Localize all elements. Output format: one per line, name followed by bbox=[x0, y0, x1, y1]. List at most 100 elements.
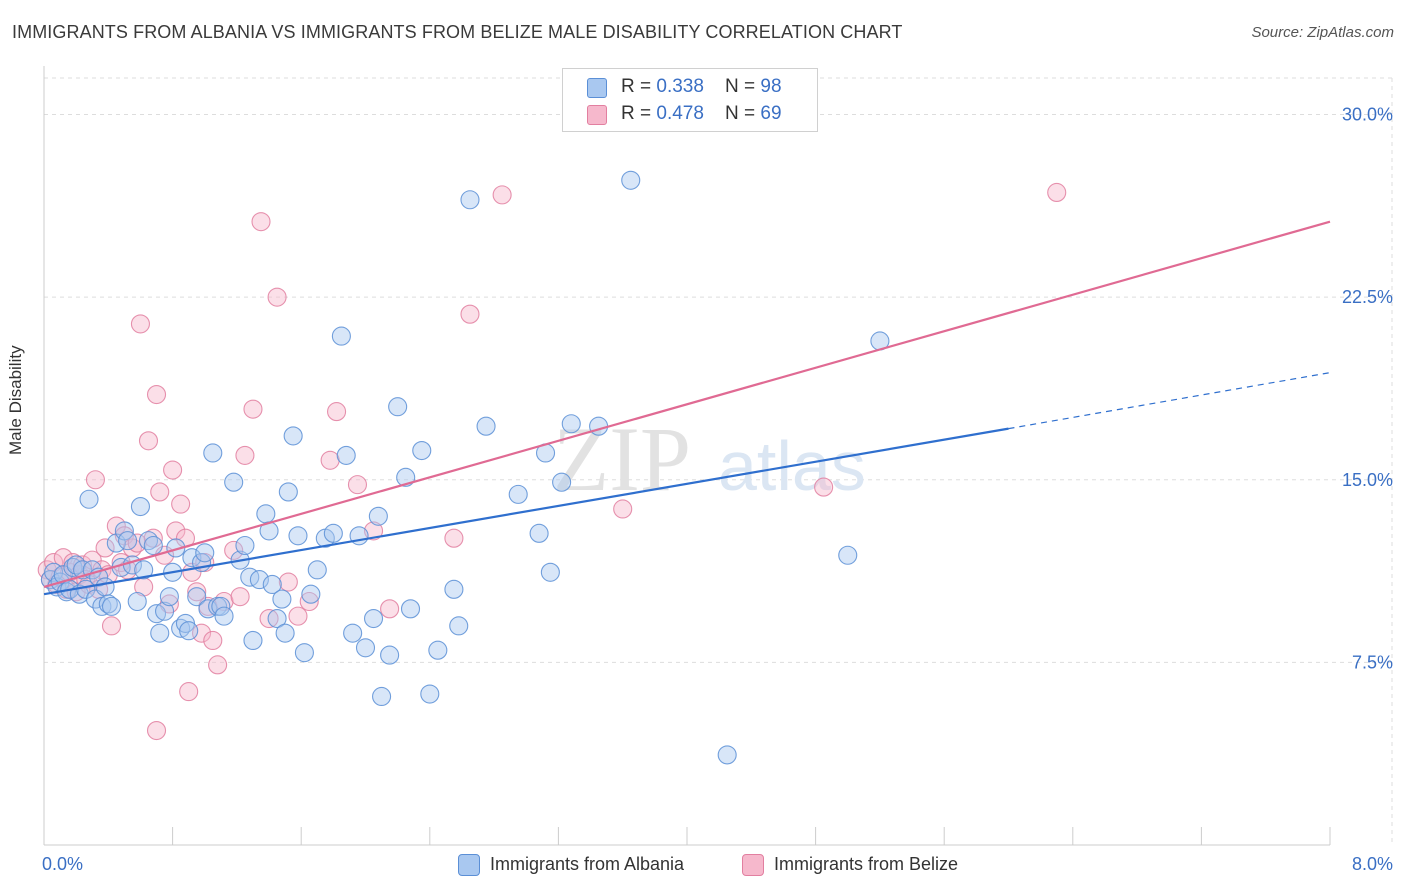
y-tick-label-30.0%: 30.0% bbox=[1342, 105, 1393, 125]
belize-legend-swatch bbox=[742, 854, 764, 876]
y-tick-label-7.5%: 7.5% bbox=[1352, 652, 1393, 672]
y-tick-label-15.0%: 15.0% bbox=[1342, 470, 1393, 490]
albania-point-53 bbox=[249, 570, 269, 590]
albania-r-label: R = bbox=[621, 76, 657, 97]
belize-point-53 bbox=[259, 609, 279, 629]
albania-legend-swatch bbox=[458, 854, 480, 876]
belize-point-36 bbox=[166, 521, 186, 541]
albania-point-32 bbox=[155, 601, 175, 621]
albania-point-29 bbox=[143, 535, 163, 556]
albania-point-92 bbox=[561, 414, 581, 434]
albania-point-90 bbox=[540, 562, 560, 582]
belize-point-49 bbox=[230, 587, 250, 607]
albania-point-78 bbox=[400, 599, 421, 619]
albania-point-79 bbox=[412, 440, 432, 461]
belize-point-57 bbox=[299, 591, 319, 612]
belize-point-27 bbox=[130, 314, 150, 334]
belize-point-60 bbox=[347, 475, 368, 495]
albania-point-27 bbox=[134, 560, 154, 580]
albania-point-58 bbox=[272, 589, 292, 609]
belize-n-label: N = bbox=[725, 103, 761, 124]
belize-point-65 bbox=[492, 185, 512, 205]
belize-point-29 bbox=[138, 431, 159, 451]
albania-point-68 bbox=[331, 326, 351, 346]
albania-point-63 bbox=[294, 643, 314, 663]
belize-point-55 bbox=[278, 572, 298, 592]
belize-point-15 bbox=[85, 470, 105, 490]
belize-point-45 bbox=[203, 630, 223, 651]
albania-point-60 bbox=[278, 482, 298, 502]
albania-point-84 bbox=[449, 616, 469, 636]
albania-point-33 bbox=[159, 587, 179, 607]
albania-point-86 bbox=[476, 416, 496, 436]
albania-point-81 bbox=[420, 684, 440, 704]
legend-albania-text: R = 0.338 N = 98 bbox=[621, 76, 782, 98]
albania-point-83 bbox=[444, 579, 464, 599]
belize-point-35 bbox=[163, 460, 183, 480]
belize-trend-line bbox=[43, 220, 1331, 588]
belize-point-67 bbox=[814, 477, 834, 497]
albania-point-17 bbox=[95, 577, 115, 597]
albania-point-65 bbox=[307, 560, 327, 580]
albania-point-74 bbox=[368, 506, 388, 526]
y-axis-label: Male Disability bbox=[6, 345, 25, 455]
albania-point-44 bbox=[203, 443, 223, 463]
belize-point-66 bbox=[613, 499, 633, 519]
albania-trend-line bbox=[43, 427, 1009, 596]
albania-point-30 bbox=[146, 604, 167, 624]
albania-point-96 bbox=[838, 545, 858, 565]
belize-point-37 bbox=[171, 494, 191, 514]
belize-point-61 bbox=[363, 521, 384, 541]
tick-labels: 7.5% 15.0% 22.5% 30.0% 0.0% 8.0% bbox=[42, 105, 1393, 874]
belize-point-52 bbox=[251, 212, 271, 232]
belize-point-39 bbox=[179, 682, 199, 702]
belize-n-value: 69 bbox=[760, 103, 782, 124]
albania-point-93 bbox=[589, 416, 609, 436]
belize-point-54 bbox=[267, 287, 287, 307]
albania-swatch bbox=[587, 78, 607, 98]
albania-point-95 bbox=[717, 745, 737, 765]
albania-point-23 bbox=[118, 531, 138, 551]
trend-lines bbox=[43, 220, 1331, 596]
belize-point-68 bbox=[1047, 182, 1067, 202]
albania-point-25 bbox=[127, 591, 147, 612]
axes bbox=[43, 66, 1331, 846]
albania-point-56 bbox=[262, 574, 282, 595]
albania-point-70 bbox=[343, 623, 363, 643]
albania-point-18 bbox=[98, 594, 118, 614]
albania-n-value: 98 bbox=[760, 76, 782, 97]
albania-point-40 bbox=[187, 587, 207, 607]
albania-r-value: 0.338 bbox=[656, 76, 704, 97]
belize-point-48 bbox=[224, 540, 244, 560]
albania-point-94 bbox=[621, 170, 641, 190]
belize-point-58 bbox=[320, 450, 340, 470]
albania-point-88 bbox=[529, 523, 549, 543]
albania-point-87 bbox=[508, 484, 528, 504]
belize-point-18 bbox=[95, 538, 115, 558]
belize-point-20 bbox=[101, 616, 122, 636]
belize-point-41 bbox=[187, 582, 207, 602]
albania-point-38 bbox=[179, 621, 199, 641]
source-credit: Source: ZipAtlas.com bbox=[1251, 24, 1394, 41]
albania-point-82 bbox=[428, 640, 448, 660]
y-tick-label-22.5%: 22.5% bbox=[1342, 287, 1393, 307]
belize-point-46 bbox=[208, 655, 228, 675]
belize-point-50 bbox=[235, 445, 255, 465]
albania-point-47 bbox=[214, 606, 234, 626]
albania-point-61 bbox=[283, 426, 303, 446]
belize-point-63 bbox=[444, 528, 464, 548]
belize-legend-label: Immigrants from Belize bbox=[774, 854, 959, 874]
albania-trend-extension bbox=[1008, 372, 1331, 430]
albania-point-42 bbox=[195, 543, 215, 563]
x-tick-label-0.0%: 0.0% bbox=[42, 854, 83, 874]
albania-n-label: N = bbox=[725, 76, 761, 97]
belize-point-64 bbox=[460, 304, 480, 324]
albania-point-72 bbox=[355, 638, 376, 658]
albania-point-64 bbox=[301, 584, 321, 604]
albania-point-80 bbox=[372, 686, 392, 707]
albania-point-62 bbox=[288, 526, 308, 546]
belize-points bbox=[37, 182, 1067, 741]
albania-point-76 bbox=[388, 397, 408, 417]
albania-point-31 bbox=[150, 623, 170, 643]
belize-point-51 bbox=[243, 399, 263, 419]
